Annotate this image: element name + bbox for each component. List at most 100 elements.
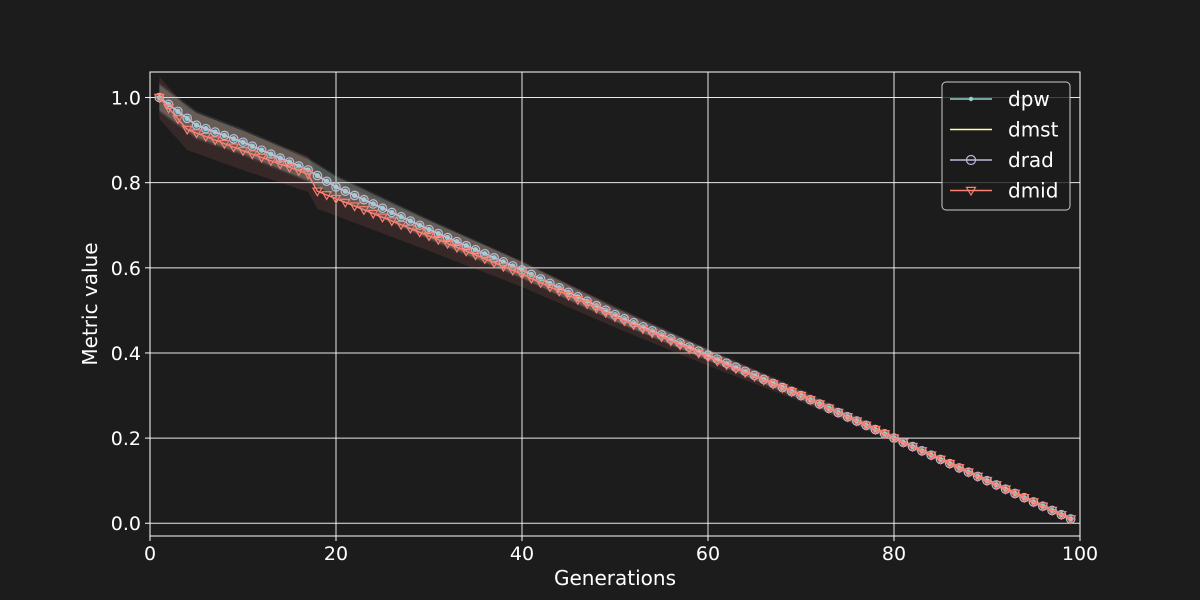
point-dmid: [953, 464, 965, 474]
x-axis-label: Generations: [554, 566, 676, 590]
point-dmid: [907, 442, 919, 453]
point-dmid: [190, 129, 203, 139]
point-dmid: [972, 472, 984, 483]
point-dmid: [832, 408, 844, 419]
point-drad: [284, 157, 295, 167]
point-drad: [386, 207, 397, 218]
point-drad: [349, 190, 360, 201]
point-dmid: [256, 153, 268, 164]
point-drad: [442, 232, 453, 243]
point-drad: [331, 182, 341, 192]
point-dmid: [488, 258, 500, 269]
y-tick-label: 0.6: [111, 258, 141, 280]
point-dmid: [590, 304, 602, 314]
point-dmid: [655, 333, 668, 343]
point-drad: [219, 130, 230, 141]
point-dmid: [879, 430, 891, 440]
point-dmid: [572, 295, 584, 306]
point-dmid: [748, 372, 761, 383]
x-tick-label: 40: [510, 543, 534, 565]
point-drad: [182, 113, 192, 124]
point-dmid: [693, 349, 705, 359]
point-dmid: [507, 266, 519, 277]
legend-label-drad: drad: [1008, 148, 1054, 172]
point-dmid: [841, 413, 854, 423]
point-drad: [321, 176, 332, 187]
point-dmid: [888, 434, 900, 444]
point-dmid: [497, 262, 509, 273]
legend-item-dpw: dpw: [950, 87, 1050, 111]
point-dmid: [981, 476, 993, 487]
point-dmid: [302, 170, 314, 180]
point-dmid: [767, 380, 779, 390]
point-dmid: [628, 321, 640, 331]
point-drad: [470, 244, 481, 255]
point-dmid: [293, 167, 305, 177]
point-dmid: [172, 115, 184, 125]
point-dmid: [683, 345, 695, 355]
point-dmid: [1046, 506, 1058, 517]
point-drad: [368, 199, 378, 209]
point-drad: [210, 127, 220, 137]
point-dmid: [321, 191, 333, 201]
point-dmid: [637, 325, 649, 335]
point-dmid: [869, 425, 881, 436]
point-dmid: [665, 337, 677, 347]
point-dmid: [367, 209, 379, 220]
point-dmid: [925, 451, 937, 461]
legend-item-dmst: dmst: [950, 118, 1059, 142]
legend-box: [941, 81, 1071, 211]
point-dmid: [823, 404, 835, 414]
point-dmid: [553, 287, 565, 297]
point-dmid: [897, 438, 909, 449]
point-dmid: [562, 291, 575, 302]
x-tick-label: 0: [144, 543, 156, 565]
point-dmid: [237, 147, 249, 157]
point-dmid: [646, 329, 658, 339]
point-dmid: [1027, 498, 1040, 508]
point-dmid: [702, 353, 714, 363]
point-dmid: [404, 224, 416, 235]
point-dmid: [990, 481, 1002, 491]
legend-label-dpw: dpw: [1008, 87, 1050, 111]
point-drad: [359, 194, 369, 205]
y-tick-label: 0.0: [111, 513, 141, 535]
point-dmid: [776, 384, 788, 394]
point-dmid: [804, 396, 816, 406]
point-dmid: [516, 270, 528, 280]
point-drad: [479, 248, 490, 259]
point-drad: [275, 153, 285, 163]
series-lines: [153, 92, 1077, 525]
point-dmid: [265, 157, 277, 167]
point-dmid: [1037, 502, 1049, 512]
point-drad: [452, 236, 462, 247]
point-dmid: [395, 220, 407, 231]
point-dmid: [795, 391, 807, 402]
point-dmid: [944, 459, 956, 470]
plot-frame: [149, 71, 1081, 537]
point-dmid: [525, 274, 537, 285]
point-drad: [424, 224, 434, 235]
point-dmid: [730, 364, 742, 375]
point-dmid: [283, 163, 296, 174]
point-dmid: [339, 198, 351, 209]
legend: dpw dmst drad dmid: [941, 81, 1071, 211]
point-dmid: [1009, 489, 1021, 500]
point-dmid: [1000, 485, 1012, 495]
legend-label-dmid: dmid: [1008, 179, 1058, 203]
point-dmid: [386, 217, 398, 227]
point-dmid: [432, 235, 444, 246]
y-tick-label: 1.0: [111, 88, 141, 110]
point-dmid: [349, 202, 361, 212]
point-dmid: [581, 300, 593, 310]
point-dmid: [711, 357, 723, 367]
point-dmid: [479, 255, 491, 265]
x-tick-label: 80: [882, 543, 906, 565]
legend-item-drad: drad: [950, 148, 1054, 172]
point-drad: [340, 186, 351, 196]
legend-item-dmid: dmid: [950, 179, 1058, 203]
point-dmid: [460, 247, 472, 257]
point-drad: [433, 228, 444, 239]
series-dmid: [153, 93, 1077, 525]
point-dmid: [851, 417, 863, 427]
